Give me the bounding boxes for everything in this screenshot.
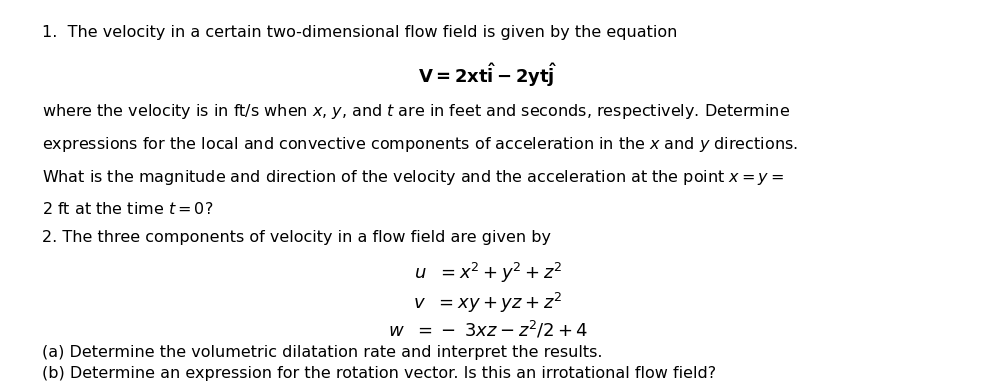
Text: $w\ \ = -\ 3xz - z^2/2 + 4$: $w\ \ = -\ 3xz - z^2/2 + 4$ <box>388 320 588 341</box>
Text: $v\ \ = xy + yz + z^2$: $v\ \ = xy + yz + z^2$ <box>413 290 562 314</box>
Text: expressions for the local and convective components of acceleration in the $x$ a: expressions for the local and convective… <box>42 135 797 154</box>
Text: (a) Determine the volumetric dilatation rate and interpret the results.: (a) Determine the volumetric dilatation … <box>42 345 602 360</box>
Text: $u\ \ = x^2 + y^2 + z^2$: $u\ \ = x^2 + y^2 + z^2$ <box>414 261 562 285</box>
Text: 2 ft at the time $t = 0$?: 2 ft at the time $t = 0$? <box>42 200 213 217</box>
Text: (b) Determine an expression for the rotation vector. Is this an irrotational flo: (b) Determine an expression for the rota… <box>42 366 716 381</box>
Text: 1.  The velocity in a certain two-dimensional flow field is given by the equatio: 1. The velocity in a certain two-dimensi… <box>42 25 677 40</box>
Text: $\mathbf{V = 2xt\hat{i} - 2yt\hat{j}}$: $\mathbf{V = 2xt\hat{i} - 2yt\hat{j}}$ <box>418 61 557 89</box>
Text: 2. The three components of velocity in a flow field are given by: 2. The three components of velocity in a… <box>42 230 550 245</box>
Text: What is the magnitude and direction of the velocity and the acceleration at the : What is the magnitude and direction of t… <box>42 168 783 187</box>
Text: where the velocity is in ft/s when $x$, $y$, and $t$ are in feet and seconds, re: where the velocity is in ft/s when $x$, … <box>42 102 789 121</box>
